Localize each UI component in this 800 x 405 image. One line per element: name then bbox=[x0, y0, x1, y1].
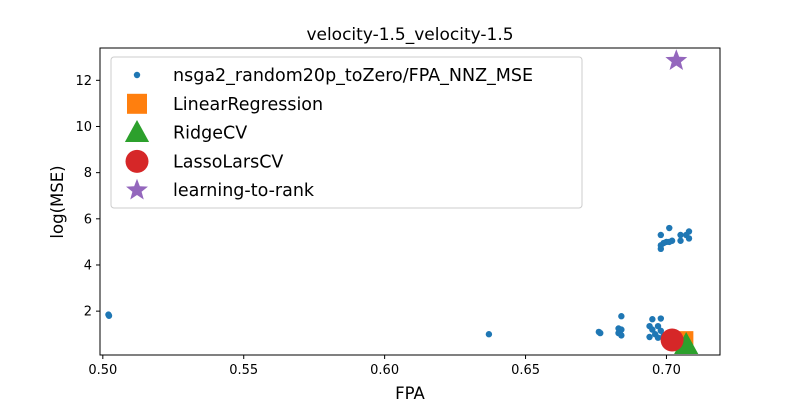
data-point-0-13 bbox=[654, 322, 662, 330]
data-point-0-31 bbox=[685, 228, 693, 235]
data-point-0-1 bbox=[105, 312, 113, 319]
data-point-0-17 bbox=[646, 333, 653, 341]
data-point-0-24 bbox=[666, 224, 673, 232]
y-tick-label: 4 bbox=[84, 258, 92, 273]
data-point-0-14 bbox=[649, 326, 656, 333]
y-tick-label: 12 bbox=[75, 74, 92, 89]
legend-label: nsga2_random20p_toZero/FPA_NNZ_MSE bbox=[173, 66, 533, 86]
legend-label: LassoLarsCV bbox=[173, 152, 283, 172]
x-tick-label: 0.55 bbox=[229, 363, 258, 378]
y-tick-label: 8 bbox=[84, 166, 92, 181]
data-point-0-15 bbox=[657, 327, 665, 334]
data-point-0-18 bbox=[654, 334, 662, 341]
x-axis-label: FPA bbox=[395, 384, 425, 400]
data-point-0-9 bbox=[618, 332, 625, 339]
data-point-0-33 bbox=[657, 242, 665, 249]
x-tick-label: 0.70 bbox=[652, 363, 681, 378]
legend-marker bbox=[126, 178, 148, 200]
legend-marker bbox=[125, 149, 149, 173]
data-point-0-28 bbox=[677, 231, 684, 239]
data-point-0-29 bbox=[677, 237, 684, 244]
data-point-4-0 bbox=[665, 49, 688, 70]
plot-frame bbox=[99, 47, 721, 356]
y-tick-label: 10 bbox=[75, 120, 92, 135]
data-point-0-34 bbox=[666, 238, 673, 246]
data-point-0-4 bbox=[597, 329, 604, 337]
legend-marker bbox=[133, 71, 141, 79]
x-tick-label: 0.65 bbox=[511, 363, 540, 378]
legend-marker bbox=[127, 93, 147, 114]
x-tick-label: 0.60 bbox=[370, 363, 399, 378]
legend-label: RidgeCV bbox=[173, 124, 247, 144]
x-tick-label: 0.50 bbox=[88, 363, 117, 378]
legend-label: learning-to-rank bbox=[173, 181, 315, 201]
y-tick-label: 6 bbox=[84, 212, 92, 227]
data-point-0-10 bbox=[649, 316, 656, 323]
data-point-0-11 bbox=[657, 315, 665, 322]
legend-marker bbox=[124, 119, 150, 142]
data-point-0-2 bbox=[485, 331, 493, 338]
data-point-0-22 bbox=[657, 231, 665, 239]
y-axis-label: log(MSE) bbox=[48, 165, 67, 238]
chart-title: velocity-1.5_velocity-1.5 bbox=[306, 25, 513, 45]
legend: nsga2_random20p_toZero/FPA_NNZ_MSE Linear… bbox=[110, 56, 583, 209]
legend-box bbox=[110, 56, 583, 209]
data-point-0-5 bbox=[618, 313, 625, 320]
data-point-0-32 bbox=[685, 235, 693, 242]
data-point-2-0 bbox=[674, 331, 699, 354]
y-tick-label: 2 bbox=[84, 305, 92, 320]
data-point-3-0 bbox=[660, 328, 684, 352]
legend-label: LinearRegression bbox=[173, 95, 323, 115]
